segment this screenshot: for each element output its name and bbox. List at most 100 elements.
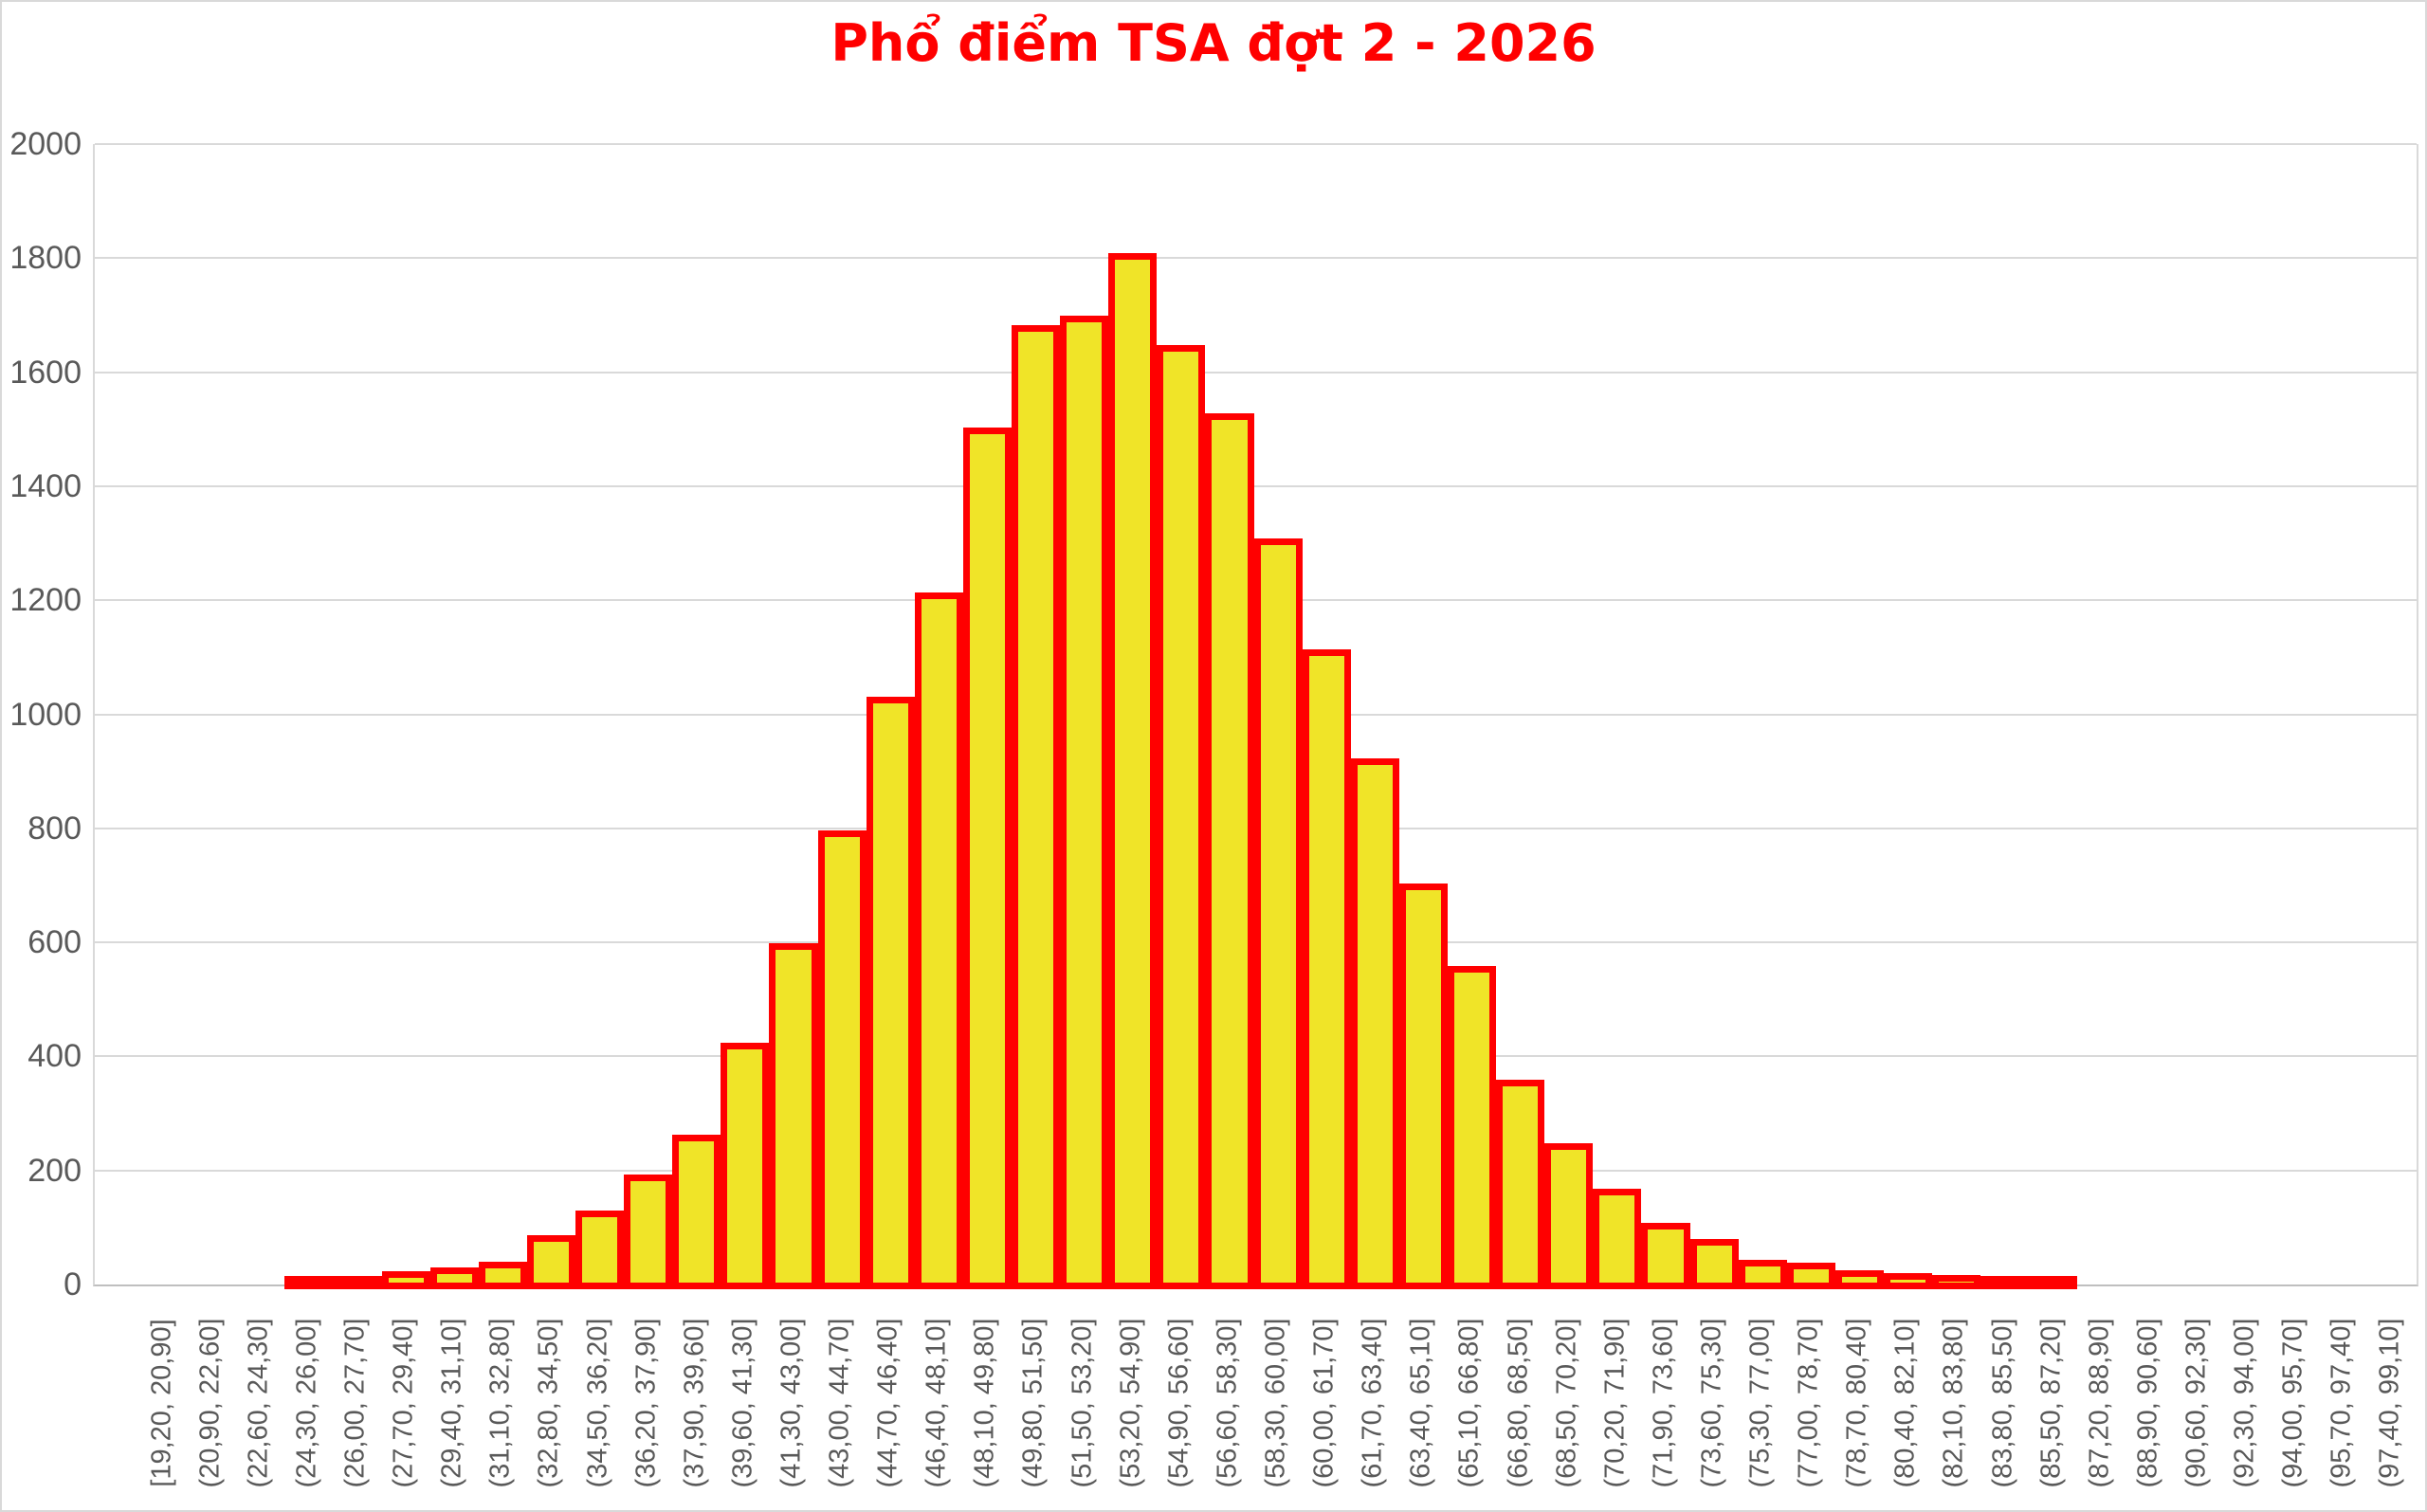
bar-slot [1350,125,1399,1289]
histogram-bar [284,1276,334,1289]
x-axis-label: (71,90, 73,60] [1648,1318,1679,1488]
bar-slot [1011,125,1061,1289]
histogram-bar [962,427,1012,1289]
bars-container [139,125,2417,1289]
bar-slot [188,125,236,1289]
bar-slot [478,125,527,1289]
x-axis-label: (61,70, 63,40] [1357,1318,1388,1488]
bar-slot [769,125,818,1289]
x-axis-label: (37,90, 39,60] [679,1318,710,1488]
x-axis-label: (32,80, 34,50] [533,1318,564,1488]
bar-slot [1932,125,1981,1289]
histogram-bar [1350,757,1399,1289]
histogram-bar [478,1261,527,1289]
x-axis-label: (78,70, 80,40] [1841,1318,1872,1488]
bar-slot [1398,125,1448,1289]
histogram-bar [2029,1276,2078,1289]
x-axis-label: (97,40, 99,10] [2374,1318,2405,1488]
x-axis-label: (85,50, 87,20] [2035,1318,2067,1488]
histogram-bar [575,1210,625,1289]
x-axis-label: (29,40, 31,10] [436,1318,467,1488]
histogram-bar [866,697,915,1289]
histogram-bar [1253,538,1303,1289]
histogram-bar [1447,966,1497,1289]
x-axis-label: (83,80, 85,50] [1987,1318,2018,1488]
bar-slot [1689,125,1739,1289]
bar-slot [866,125,915,1289]
x-axis-label: (22,60, 24,30] [243,1318,274,1488]
y-axis-label: 1600 [9,354,82,391]
bar-slot [1544,125,1594,1289]
x-axis-label: (63,40, 65,10] [1405,1318,1436,1488]
bar-slot [1157,125,1206,1289]
bar-slot [817,125,867,1289]
x-axis-label: (70,20, 71,90] [1599,1318,1631,1488]
x-axis-label: (65,10, 66,80] [1453,1318,1485,1488]
bar-slot [1834,125,1884,1289]
bar-slot [2126,125,2174,1289]
bar-slot [381,125,430,1289]
x-axis-label: (54,90, 56,60] [1163,1318,1195,1488]
x-axis-label: (24,30, 26,00] [291,1318,322,1488]
y-axis-label: 1000 [9,696,82,733]
x-axis-label: (92,30, 94,00] [2229,1318,2260,1488]
bar-slot [1108,125,1158,1289]
chart-title: Phổ điểm TSA đợt 2 - 2026 [830,13,1597,73]
y-axis-label: 2000 [9,126,82,162]
x-axis-label: (77,00, 78,70] [1793,1318,1824,1488]
histogram-bar [1834,1270,1884,1289]
bar-slot [429,125,479,1289]
bar-slot [721,125,770,1289]
histogram-bar [1544,1142,1594,1289]
bar-slot [2272,125,2320,1289]
y-axis-label: 800 [27,810,82,847]
histogram-bar [1593,1188,1642,1289]
x-axis-label: (80,40, 82,10] [1889,1318,1921,1488]
x-axis-label: (31,10, 32,80] [484,1318,516,1488]
x-axis-label: (88,90, 90,60] [2132,1318,2163,1488]
y-axis-label: 400 [27,1038,82,1075]
histogram-bar [1786,1262,1835,1289]
bar-slot [284,125,334,1289]
bar-slot [914,125,963,1289]
histogram-bar [526,1235,575,1289]
x-axis-label: (87,20, 88,90] [2084,1318,2115,1488]
histogram-bar [1302,649,1351,1289]
gridline [95,371,2417,373]
histogram-bar [1883,1272,1933,1289]
bar-slot [1205,125,1254,1289]
bar-slot [139,125,188,1289]
x-axis-label: (75,30, 77,00] [1744,1318,1776,1488]
x-axis-label: (36,20, 37,90] [630,1318,662,1488]
y-axis-label: 1800 [9,240,82,277]
gridline [95,257,2417,260]
bar-slot [2029,125,2078,1289]
bar-slot [1302,125,1351,1289]
bar-slot [1496,125,1545,1289]
bar-slot [624,125,673,1289]
x-axis-label: (73,60, 75,30] [1696,1318,1727,1488]
histogram-bar [1641,1222,1690,1289]
bar-slot [1786,125,1835,1289]
bar-slot [2077,125,2126,1289]
histogram-bar [1205,412,1254,1289]
histogram-bar [1108,253,1158,1289]
histogram-bar [381,1270,430,1289]
histogram-bar [769,943,818,1289]
bar-slot [1738,125,1787,1289]
histogram-bar [429,1266,479,1289]
x-axis-label: (39,60, 41,30] [727,1318,758,1488]
bar-slot [962,125,1012,1289]
bar-slot [1980,125,2030,1289]
x-axis-label: (46,40, 48,10] [921,1318,952,1488]
bar-slot [1060,125,1109,1289]
bar-slot [575,125,625,1289]
y-axis-label: 1200 [9,582,82,619]
bar-slot [1641,125,1690,1289]
bar-slot [2175,125,2223,1289]
x-axis-label: (56,60, 58,30] [1212,1318,1243,1488]
bar-slot [2368,125,2417,1289]
x-axis-label: (44,70, 46,40] [872,1318,903,1488]
histogram-bar [1011,324,1061,1289]
